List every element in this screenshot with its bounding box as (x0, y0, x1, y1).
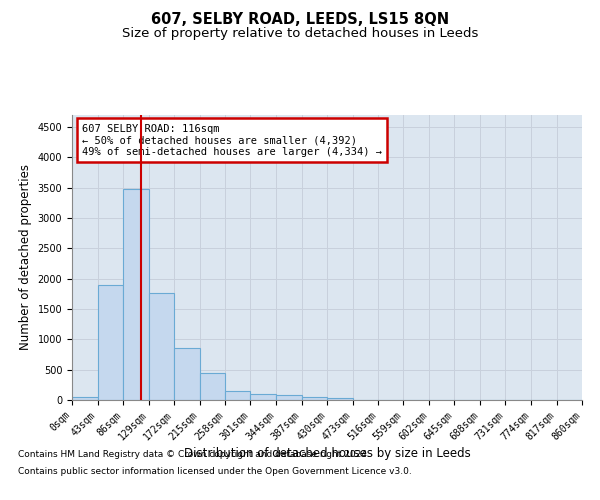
Text: 607 SELBY ROAD: 116sqm
← 50% of detached houses are smaller (4,392)
49% of semi-: 607 SELBY ROAD: 116sqm ← 50% of detached… (82, 124, 382, 157)
X-axis label: Distribution of detached houses by size in Leeds: Distribution of detached houses by size … (184, 448, 470, 460)
Bar (199, 372, 225, 400)
Bar (149, 292, 174, 400)
Text: Contains public sector information licensed under the Open Government Licence v3: Contains public sector information licen… (18, 468, 412, 476)
Text: Contains HM Land Registry data © Crown copyright and database right 2024.: Contains HM Land Registry data © Crown c… (18, 450, 370, 459)
Bar (97, 285, 123, 400)
Bar (276, 396, 302, 400)
Bar (302, 396, 327, 400)
Bar (72, 397, 97, 400)
Bar (123, 189, 149, 400)
Bar (251, 394, 276, 400)
Bar (174, 348, 199, 400)
Bar (225, 390, 251, 400)
Y-axis label: Number of detached properties: Number of detached properties (19, 164, 32, 350)
Text: Size of property relative to detached houses in Leeds: Size of property relative to detached ho… (122, 28, 478, 40)
Bar (327, 398, 353, 400)
Text: 607, SELBY ROAD, LEEDS, LS15 8QN: 607, SELBY ROAD, LEEDS, LS15 8QN (151, 12, 449, 28)
